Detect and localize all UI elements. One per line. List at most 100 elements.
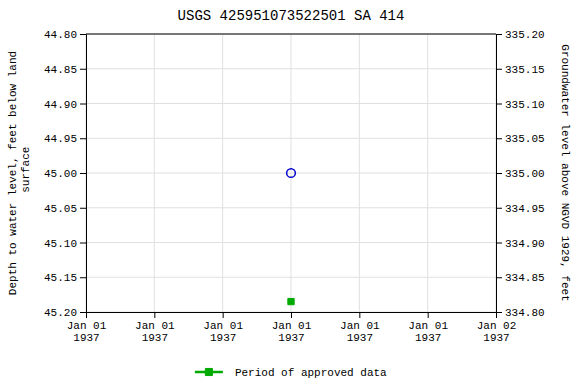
grid-line-y bbox=[86, 207, 496, 208]
y-tick: 44.80 bbox=[44, 29, 86, 41]
legend: Period of approved data bbox=[195, 367, 387, 379]
x-tick-label-line: Jan 01 bbox=[203, 320, 243, 332]
y2-tick: 335.20 bbox=[496, 29, 545, 41]
x-tick-label-line: 1937 bbox=[278, 332, 304, 344]
y-axis-title: Depth to water level, feet below land su… bbox=[7, 51, 32, 295]
y2-tick-label: 335.05 bbox=[505, 133, 545, 145]
grid-line-y bbox=[86, 34, 496, 35]
x-tick-label-line: Jan 01 bbox=[67, 320, 107, 332]
y-tick-mark bbox=[80, 243, 86, 244]
y2-axis: 334.80 334.85 334.90 334.95 335.00 335.05 335.… bbox=[496, 29, 545, 319]
grid-line-y bbox=[86, 68, 496, 69]
y2-tick-label: 334.85 bbox=[505, 272, 545, 284]
grid-line-y bbox=[86, 173, 496, 174]
grid-line-y bbox=[86, 103, 496, 104]
series bbox=[288, 298, 294, 304]
y-tick-mark bbox=[80, 138, 86, 139]
y-axis-line bbox=[80, 35, 87, 313]
y-axis-title-line: Depth to water level, feet below land bbox=[7, 51, 19, 295]
y2-tick-label: 334.80 bbox=[505, 307, 545, 319]
y-tick-label: 45.20 bbox=[44, 307, 77, 319]
y-tick-label: 44.95 bbox=[44, 133, 77, 145]
y-tick: 45.15 bbox=[44, 272, 86, 284]
x-tick-label-line: 1937 bbox=[347, 332, 373, 344]
y-tick-label: 45.00 bbox=[44, 168, 77, 180]
y2-tick: 335.05 bbox=[496, 133, 545, 145]
y-tick: 44.95 bbox=[44, 133, 86, 145]
x-axis: Jan 011937Jan 011937Jan 011937Jan 011937… bbox=[67, 312, 517, 344]
x-tick-label-line: Jan 01 bbox=[408, 320, 448, 332]
x-tick-label: Jan 011937 bbox=[203, 320, 243, 345]
y2-tick-mark bbox=[496, 208, 502, 209]
x-tick-label-line: Jan 01 bbox=[272, 320, 312, 332]
x-tick-label: Jan 021937 bbox=[477, 320, 517, 345]
y2-tick-mark bbox=[496, 69, 502, 70]
x-tick-label: Jan 011937 bbox=[272, 320, 312, 345]
grid-line-y bbox=[86, 242, 496, 243]
x-tick-label: Jan 011937 bbox=[408, 320, 448, 345]
grid-line-y bbox=[86, 138, 496, 139]
y-tick: 44.90 bbox=[44, 99, 86, 111]
y2-tick-mark bbox=[496, 138, 502, 139]
x-tick-label: Jan 011937 bbox=[135, 320, 175, 345]
point bbox=[288, 298, 294, 304]
y2-tick-label: 335.20 bbox=[505, 29, 545, 41]
y-tick-label: 44.85 bbox=[44, 64, 77, 76]
y-axis: 44.80 44.85 44.90 44.95 45.00 45.05 45.10 45.15… bbox=[44, 29, 87, 319]
y2-tick-mark bbox=[496, 243, 502, 244]
y-tick-label: 45.10 bbox=[44, 238, 77, 250]
y-tick: 45.20 bbox=[44, 307, 86, 319]
x-tick-label-line: Jan 01 bbox=[340, 320, 380, 332]
y-tick-mark bbox=[80, 312, 86, 313]
legend-item: Period of approved data bbox=[195, 367, 387, 379]
grid-line-y bbox=[86, 277, 496, 278]
x-tick-label-line: 1937 bbox=[210, 332, 236, 344]
title: USGS 425951073522501 SA 414 bbox=[178, 8, 405, 24]
x-tick: Jan 011937 bbox=[135, 312, 175, 344]
y2-tick-label: 335.10 bbox=[505, 99, 545, 111]
y-tick-mark bbox=[80, 208, 86, 209]
y2-tick: 334.80 bbox=[496, 307, 545, 319]
y-tick: 45.10 bbox=[44, 238, 86, 250]
y-tick-label: 44.90 bbox=[44, 99, 77, 111]
y-tick-mark bbox=[80, 277, 86, 278]
y2-tick-mark bbox=[496, 312, 502, 313]
x-tick-label-line: 1937 bbox=[483, 332, 509, 344]
y2-tick-label: 334.95 bbox=[505, 203, 545, 215]
y-tick: 45.00 bbox=[44, 168, 86, 180]
y-tick-mark bbox=[80, 34, 86, 35]
x-tick: Jan 011937 bbox=[340, 312, 380, 344]
y-tick-mark bbox=[80, 104, 86, 105]
x-tick-mark bbox=[359, 312, 360, 318]
y2-tick: 334.90 bbox=[496, 238, 545, 250]
y-tick-label: 44.80 bbox=[44, 29, 77, 41]
y2-tick: 335.10 bbox=[496, 99, 545, 111]
chart: Jan 011937Jan 011937Jan 011937Jan 011937… bbox=[0, 0, 576, 384]
x-axis-line bbox=[87, 313, 497, 319]
x-tick-mark bbox=[428, 312, 429, 318]
x-tick-label-line: 1937 bbox=[415, 332, 441, 344]
y2-tick: 335.00 bbox=[496, 168, 545, 180]
y-axis-title-line: surface bbox=[20, 147, 32, 200]
x-tick-label: Jan 011937 bbox=[67, 320, 107, 345]
x-tick: Jan 011937 bbox=[203, 312, 243, 344]
y-tick-label: 45.05 bbox=[44, 203, 77, 215]
y2-tick-label: 335.15 bbox=[505, 64, 545, 76]
y2-tick-mark bbox=[496, 34, 502, 35]
x-tick-label: Jan 011937 bbox=[340, 320, 380, 345]
y2-axis-line bbox=[497, 35, 503, 313]
x-tick-label-line: 1937 bbox=[142, 332, 168, 344]
plot: Jan 011937Jan 011937Jan 011937Jan 011937… bbox=[44, 29, 545, 344]
x-tick: Jan 011937 bbox=[272, 312, 312, 344]
y2-tick-mark bbox=[496, 277, 502, 278]
legend-label: Period of approved data bbox=[235, 367, 387, 379]
x-tick-mark bbox=[223, 312, 224, 318]
y-tick: 45.05 bbox=[44, 203, 86, 215]
y-tick: 44.85 bbox=[44, 64, 86, 76]
legend-symbol bbox=[205, 368, 212, 375]
y2-tick: 334.95 bbox=[496, 203, 545, 215]
y2-tick-label: 335.00 bbox=[505, 168, 545, 180]
grid bbox=[86, 34, 496, 312]
y2-tick-mark bbox=[496, 104, 502, 105]
y2-tick-label: 334.90 bbox=[505, 238, 545, 250]
